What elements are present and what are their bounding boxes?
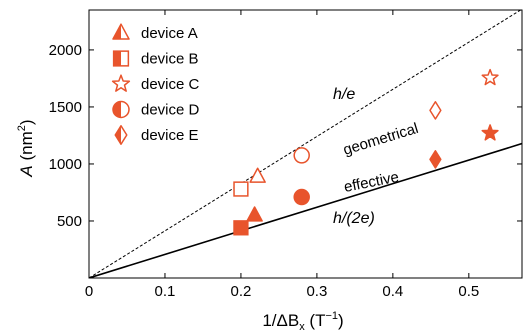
legend-marker-3: [112, 100, 130, 119]
y-axis-title: A (nm2): [16, 119, 36, 177]
point-effective-device-D: [293, 188, 310, 206]
y-tick-label: 2000: [49, 42, 82, 59]
legend-label-4: device E: [141, 127, 199, 144]
point-geometrical-device-C: [481, 68, 499, 86]
legend-marker-4: [114, 125, 128, 145]
x-axis-unit-open: (T: [305, 311, 326, 330]
legend-label-1: device B: [141, 51, 199, 68]
legend-marker-1: [112, 50, 130, 67]
x-axis-unit-sup: −1: [325, 310, 338, 322]
y-axis-unit-open: (nm: [17, 131, 36, 165]
x-tick-label: 0.1: [155, 283, 176, 300]
axes: 0 0.1 0.2 0.3 0.4 0.5 500 1000 1500 2000: [49, 9, 523, 300]
point-effective-device-C: [481, 124, 499, 141]
point-geometrical-device-E: [429, 100, 442, 120]
reference-lines: [89, 10, 522, 278]
annotation-h-over-e: h/e: [333, 86, 355, 103]
x-tick-label: 0.4: [382, 283, 403, 300]
y-axis-var: A: [17, 165, 36, 177]
point-effective-device-E-shape: [429, 150, 442, 169]
point-geometrical-device-B: [233, 181, 249, 197]
x-axis-title: 1/ΔBx (T−1): [262, 310, 343, 333]
legend-marker-0-half: [113, 24, 121, 39]
point-effective-device-C-shape: [481, 124, 499, 141]
point-effective-device-A-shape: [246, 206, 263, 222]
point-geometrical-device-E-shape: [429, 100, 442, 120]
legend-marker-3-half: [113, 101, 121, 118]
x-tick-label: 0.5: [458, 283, 479, 300]
x-axis-var: 1/ΔB: [262, 311, 299, 330]
y-tick-label: 500: [57, 213, 82, 230]
y-axis-unit-sup: 2: [16, 125, 28, 131]
point-geometrical-device-D-shape: [293, 147, 310, 164]
y-axis-unit-close: ): [17, 119, 36, 125]
point-effective-device-D-shape: [293, 188, 310, 206]
data-markers: [233, 68, 499, 236]
annotation-effective: effective: [343, 169, 401, 196]
point-geometrical-device-D: [293, 147, 310, 164]
x-tick-label: 0: [85, 283, 93, 300]
point-effective-device-E: [429, 150, 442, 169]
legend-marker-2-shape: [111, 74, 131, 92]
x-tick-label: 0.2: [231, 283, 252, 300]
point-geometrical-device-B-shape: [233, 181, 249, 197]
annotation-h-over-2e: h/(2e): [333, 210, 375, 227]
legend-marker-0: [112, 23, 130, 40]
legend-marker-2: [111, 74, 131, 92]
legend-label-0: device A: [141, 25, 198, 42]
x-axis-unit-close: ): [338, 311, 344, 330]
point-effective-device-B: [233, 220, 249, 236]
point-geometrical-device-C-shape: [481, 68, 499, 86]
legend-marker-1-half: [113, 51, 121, 66]
point-geometrical-device-A: [249, 167, 266, 183]
annotation-geometrical: geometrical: [341, 120, 420, 159]
point-effective-device-A: [246, 206, 263, 222]
y-tick-label: 1500: [49, 99, 82, 116]
x-tick-label: 0.3: [306, 283, 327, 300]
point-geometrical-device-A-shape: [249, 167, 266, 183]
legend-label-3: device D: [141, 102, 200, 119]
point-effective-device-B-shape: [233, 220, 249, 236]
y-tick-label: 1000: [49, 156, 82, 173]
legend-label-2: device C: [141, 76, 200, 93]
x-axis-sub: x: [299, 321, 305, 333]
legend-marker-4-half: [115, 125, 121, 145]
legend: device A device B device C device D device E: [111, 23, 200, 145]
plot-frame: [88, 9, 523, 279]
reference-line-1: [89, 142, 522, 278]
